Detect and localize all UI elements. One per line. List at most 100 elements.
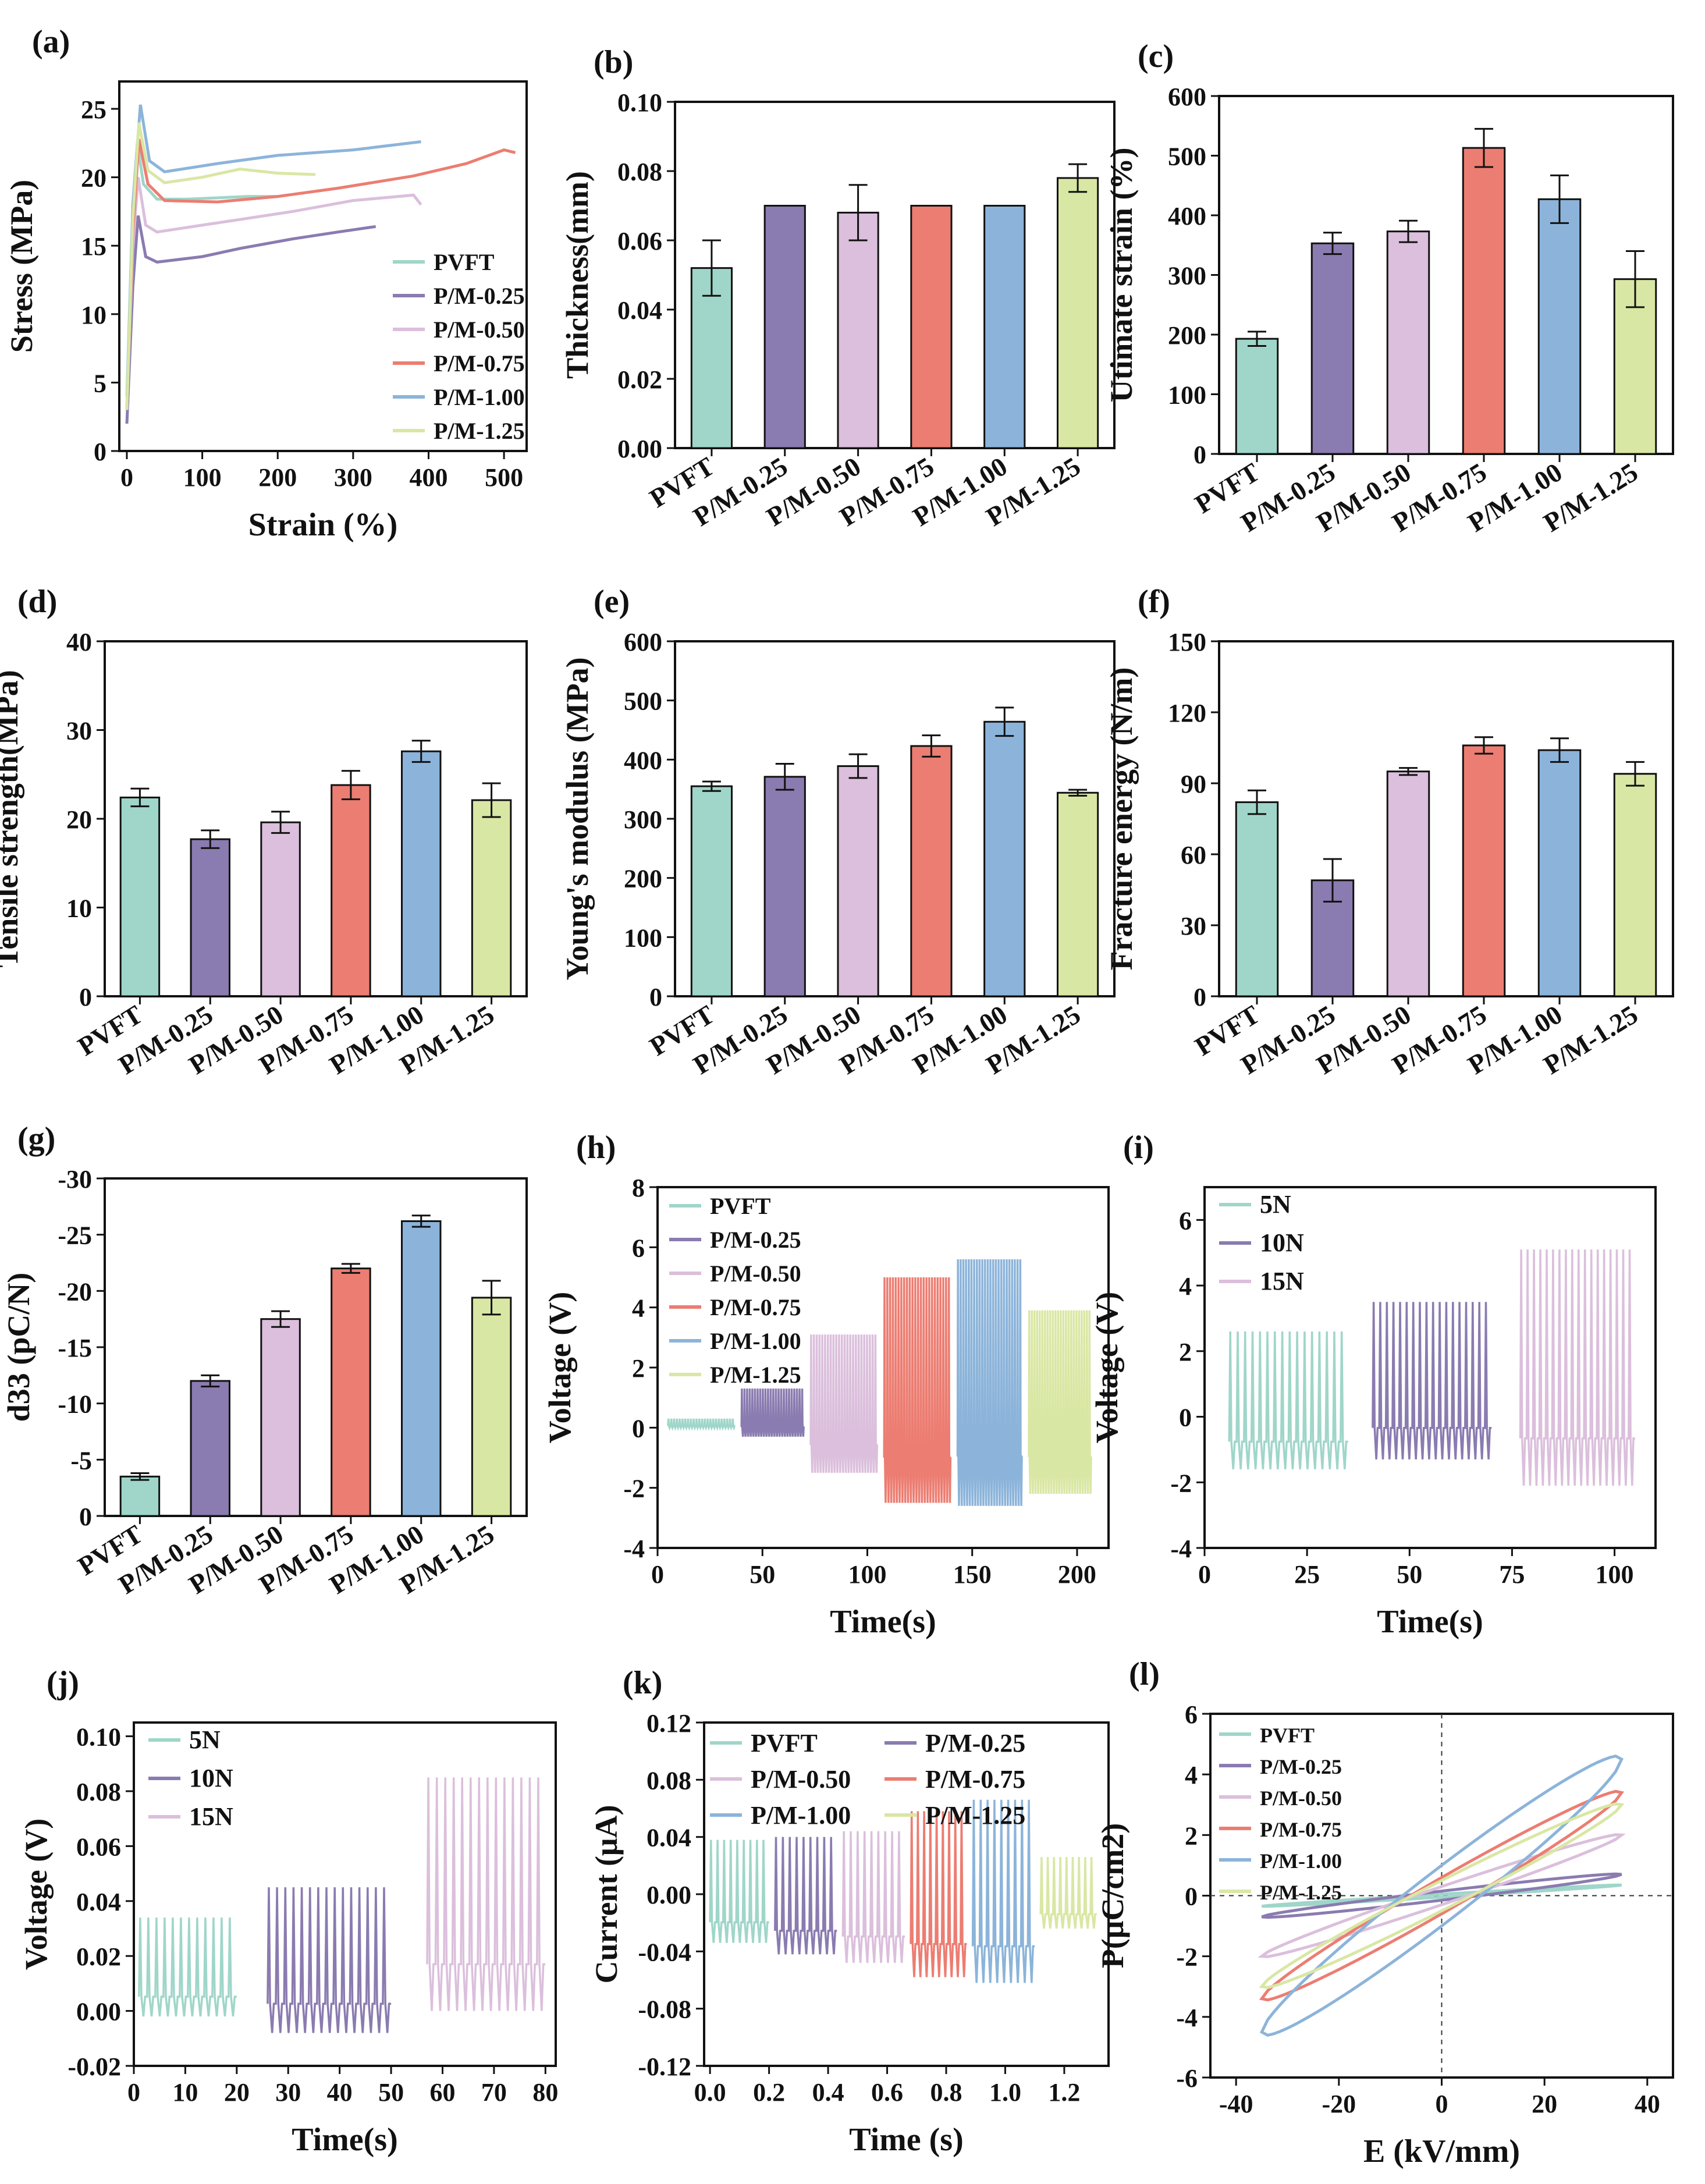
y-axis-label: Voltage (V) [19,1819,54,1970]
curve-P/M-0.50 [125,177,422,410]
plot-frame [656,1186,1110,1549]
x-tick-label: 0 [1198,1560,1211,1589]
legend-label: P/M-0.25 [1260,1755,1342,1778]
y-tick-label: -2 [1170,1469,1192,1497]
y-tick-label: 0 [79,983,92,1011]
y-tick-label: 100 [624,924,662,952]
bar [190,1380,230,1517]
signal-PVFT [667,1418,736,1431]
legend: 5N 10N 15N [1219,1190,1304,1295]
bar [1235,801,1279,997]
signal-P/M-1.25 [1039,1857,1097,1929]
y-axis-label: Fracture energy (N/m) [1104,667,1139,971]
bar [1386,230,1430,455]
y-tick-label: 0.04 [617,296,662,325]
y-tick-label: 200 [1168,321,1206,350]
y-tick-label: 10 [66,894,92,923]
x-tick-label: 200 [258,463,297,492]
x-tick-label: 0 [120,463,133,492]
y-tick-label: 600 [1168,83,1206,111]
x-tick-label: 50 [1397,1560,1422,1589]
y-tick-label: 500 [624,687,662,716]
y-tick-label: 120 [1168,699,1206,727]
y-tick-label: 6 [1179,1206,1192,1235]
legend-label: PVFT [434,249,495,275]
y-tick-label: 0.00 [647,1881,691,1909]
y-tick-label: 25 [81,95,106,124]
panel-label: (d) [17,584,57,620]
y-tick-label: 0.08 [647,1766,691,1795]
legend: PVFT P/M-0.25 P/M-0.50 P/M-0.75 P/M-1.00 P/M-… [710,1729,1025,1830]
panel-e: (e) 0 100 200 300 400 500 600 Young's modulus (M… [560,584,1116,1080]
x-tick-label: 400 [409,463,447,492]
panel-a: (a) 0 5 10 15 20 25 Stress (MPa) 0 100 200 300 400 50… [4,24,528,543]
signal-P/M-0.50 [809,1334,879,1473]
bar [1056,791,1099,997]
y-tick-label: -4 [1170,1535,1192,1563]
signal-10N [1372,1302,1492,1459]
x-tick-label: 75 [1499,1560,1525,1589]
x-tick-label: 40 [327,2078,353,2107]
y-tick-label: 0.12 [647,1709,691,1738]
bar [190,838,230,997]
plot-area [138,1777,546,2033]
bar [471,1297,512,1517]
signal-P/M-0.75 [910,1811,967,1977]
legend: 5N 10N 15N [148,1725,233,1831]
x-axis-label: Time(s) [1377,1604,1483,1640]
panel-b: (b) 0.00 0.02 0.04 0.06 0.08 0.10 Thickness(mm)… [560,44,1116,532]
x-tick-label: 0.4 [812,2078,844,2107]
y-tick-label: 0.02 [76,1942,121,1971]
signal-P/M-0.50 [841,1831,905,1963]
panel-label: (i) [1123,1130,1154,1166]
bar [1056,177,1099,449]
y-tick-label: 90 [1181,770,1206,798]
legend-label: P/M-1.00 [710,1328,801,1354]
x-tick-label: 10 [172,2078,198,2107]
panel-h: (h) -4 -2 0 2 4 6 8 Voltage (V) 0 50 100 150 200 Time(… [542,1130,1110,1640]
x-tick-label: 500 [485,463,523,492]
signal-5N [1228,1331,1348,1469]
y-axis-label: P(μC/cm2) [1095,1823,1130,1969]
bar [119,796,161,997]
y-tick-label: 2 [1179,1338,1192,1366]
panel-label: (b) [594,44,633,80]
legend-label: P/M-1.25 [1260,1881,1342,1904]
x-tick-label: 20 [1532,2090,1557,2118]
legend-label: P/M-0.50 [434,317,525,343]
x-tick-label: 50 [378,2078,404,2107]
legend-label: P/M-1.25 [710,1362,801,1388]
x-tick-label: 1.0 [989,2078,1021,2107]
y-axis-label: Current (μA) [589,1805,624,1983]
y-tick-label: 6 [1185,1700,1198,1729]
legend-label: P/M-0.75 [710,1294,801,1320]
y-tick-label: -25 [58,1221,92,1250]
legend-label: P/M-0.75 [925,1765,1025,1794]
y-tick-label: 0.00 [76,1998,121,2026]
signal-P/M-1.25 [1028,1310,1092,1494]
signal-5N [138,1917,237,2017]
panel-label: (k) [623,1665,662,1701]
y-tick-label: 2 [1185,1821,1198,1850]
plot-frame [1218,640,1674,997]
y-tick-label: -6 [1176,2064,1198,2093]
y-tick-label: 6 [632,1234,645,1262]
y-tick-label: 0.06 [76,1833,121,1861]
y-tick-label: 0.10 [617,88,662,117]
legend-label: 10N [189,1764,233,1792]
bar [1462,147,1506,455]
bar [690,785,733,997]
y-tick-label: 2 [632,1354,645,1383]
bar [910,745,953,997]
y-tick-label: -10 [58,1390,92,1419]
x-tick-label: 300 [334,463,372,492]
x-tick-label: 20 [224,2078,250,2107]
y-axis-label: Utimate strain (%) [1104,148,1139,403]
signal-P/M-0.75 [883,1277,952,1503]
y-tick-label: 30 [1181,912,1206,940]
y-axis-label: Voltage (V) [542,1292,577,1443]
legend: PVFT P/M-0.25 P/M-0.50 P/M-0.75 P/M-1.00 P/M-… [1219,1724,1342,1904]
